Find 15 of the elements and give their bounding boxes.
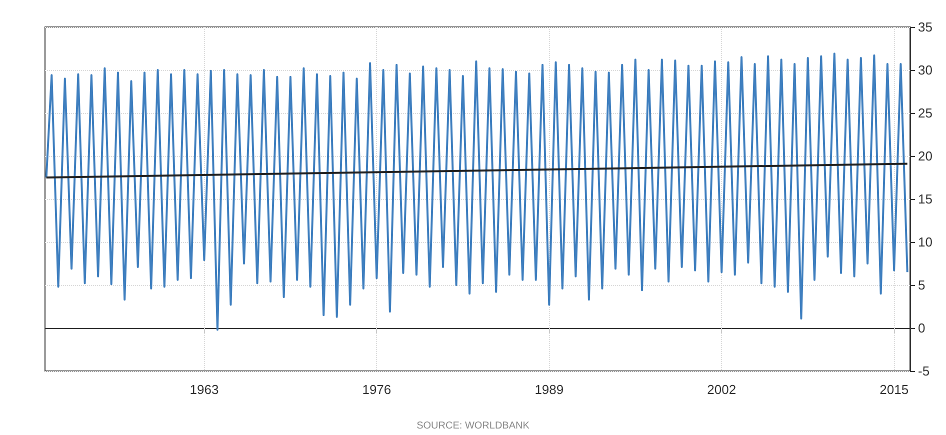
x-tick-label: 1976 [362,382,392,397]
y-tick-label: 20 [918,148,932,164]
y-tick-label: 10 [918,234,932,250]
x-tick-label: 2002 [707,382,736,397]
x-tick-label: 1963 [190,382,219,397]
y-tick-label: 5 [918,278,926,292]
y-tick-label: 15 [918,192,932,206]
source-note: SOURCE: WORLDBANK [416,420,530,432]
x-tick-label: 2015 [880,382,909,397]
y-tick-label: 35 [918,20,932,34]
y-tick-label: 0 [918,320,926,336]
y-tick-label: 25 [918,106,932,120]
y-tick-label: -5 [918,364,930,378]
y-tick-label: 30 [918,62,932,78]
x-tick-label: 1989 [534,382,564,397]
